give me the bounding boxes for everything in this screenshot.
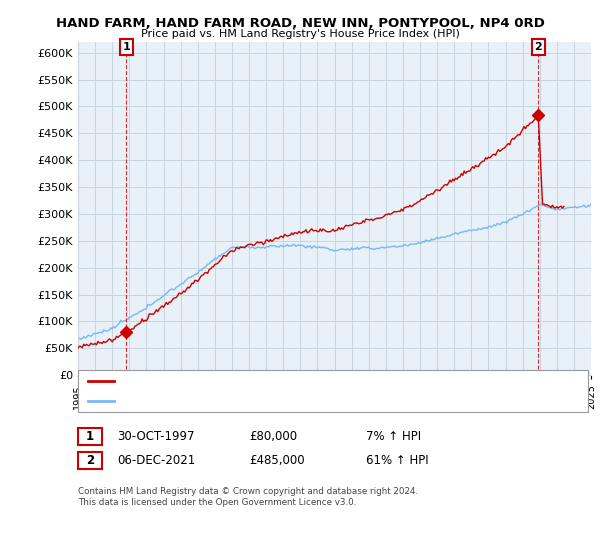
Text: 06-DEC-2021: 06-DEC-2021 bbox=[117, 454, 195, 467]
Text: 30-OCT-1997: 30-OCT-1997 bbox=[117, 430, 194, 444]
Text: 61% ↑ HPI: 61% ↑ HPI bbox=[366, 454, 428, 467]
Text: 2: 2 bbox=[535, 42, 542, 52]
Text: 2: 2 bbox=[86, 454, 94, 467]
Text: HAND FARM, HAND FARM ROAD, NEW INN, PONTYPOOL, NP4 0RD (detached house): HAND FARM, HAND FARM ROAD, NEW INN, PONT… bbox=[120, 376, 537, 386]
Text: 7% ↑ HPI: 7% ↑ HPI bbox=[366, 430, 421, 444]
Text: HAND FARM, HAND FARM ROAD, NEW INN, PONTYPOOL, NP4 0RD: HAND FARM, HAND FARM ROAD, NEW INN, PONT… bbox=[56, 17, 544, 30]
Text: £485,000: £485,000 bbox=[249, 454, 305, 467]
Text: 1: 1 bbox=[122, 42, 130, 52]
Text: HPI: Average price, detached house, Torfaen: HPI: Average price, detached house, Torf… bbox=[120, 396, 341, 406]
Text: Contains HM Land Registry data © Crown copyright and database right 2024.
This d: Contains HM Land Registry data © Crown c… bbox=[78, 487, 418, 507]
Text: £80,000: £80,000 bbox=[249, 430, 297, 444]
Text: Price paid vs. HM Land Registry's House Price Index (HPI): Price paid vs. HM Land Registry's House … bbox=[140, 29, 460, 39]
Text: 1: 1 bbox=[86, 430, 94, 444]
